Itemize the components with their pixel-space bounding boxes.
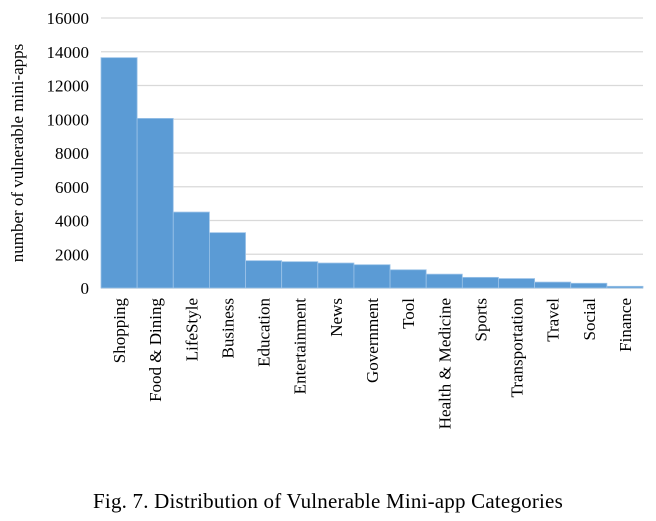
x-tick-label: Business (218, 298, 237, 358)
bar (570, 282, 608, 289)
x-tick-label: LifeStyle (182, 298, 201, 361)
y-tick-label: 6000 (55, 178, 89, 197)
x-tick-label: Entertainment (291, 298, 310, 395)
x-tick-label: Transportation (508, 298, 527, 398)
bar (208, 232, 246, 289)
y-tick-label: 0 (81, 279, 90, 298)
x-tick-label: Sports (471, 298, 490, 341)
bar (498, 278, 536, 289)
x-tick-label: Finance (616, 298, 635, 352)
bar (136, 118, 174, 289)
x-tick-label: Education (255, 298, 274, 367)
x-tick-label: Travel (544, 298, 563, 342)
bar (172, 211, 210, 289)
x-tick-label: News (327, 298, 346, 337)
bar (100, 57, 138, 289)
bar (353, 264, 391, 289)
x-tick-label: Health & Medicine (435, 298, 454, 429)
bar (425, 273, 463, 289)
y-axis-title: number of vulnerable mini-apps (8, 44, 27, 263)
y-tick-label: 2000 (55, 245, 89, 264)
x-tick-label: Government (363, 298, 382, 383)
bar-chart: 0 2000 4000 6000 8000 10000 12000 14000 16000 Sh… (8, 9, 644, 430)
bar (389, 269, 427, 289)
bar (245, 260, 283, 289)
bar (317, 262, 355, 289)
bar (281, 261, 319, 289)
bar (534, 281, 572, 289)
y-tick-labels: 0 2000 4000 6000 8000 10000 12000 14000 16000 (47, 9, 90, 298)
x-tick-labels: Shopping Food & Dining LifeStyle Business Ed… (110, 298, 635, 430)
y-tick-label: 14000 (47, 43, 90, 62)
x-tick-label: Food & Dining (146, 298, 165, 402)
bar (461, 276, 499, 289)
bar (606, 285, 644, 289)
x-tick-label: Social (580, 298, 599, 341)
y-tick-label: 8000 (55, 144, 89, 163)
y-tick-label: 16000 (47, 9, 90, 28)
x-tick-label: Shopping (110, 298, 129, 364)
figure-caption: Fig. 7. Distribution of Vulnerable Mini-… (93, 489, 563, 513)
y-tick-label: 10000 (47, 110, 90, 129)
y-tick-label: 4000 (55, 212, 89, 231)
x-tick-label: Tool (399, 298, 418, 329)
y-tick-label: 12000 (47, 77, 90, 96)
bars (100, 57, 644, 289)
